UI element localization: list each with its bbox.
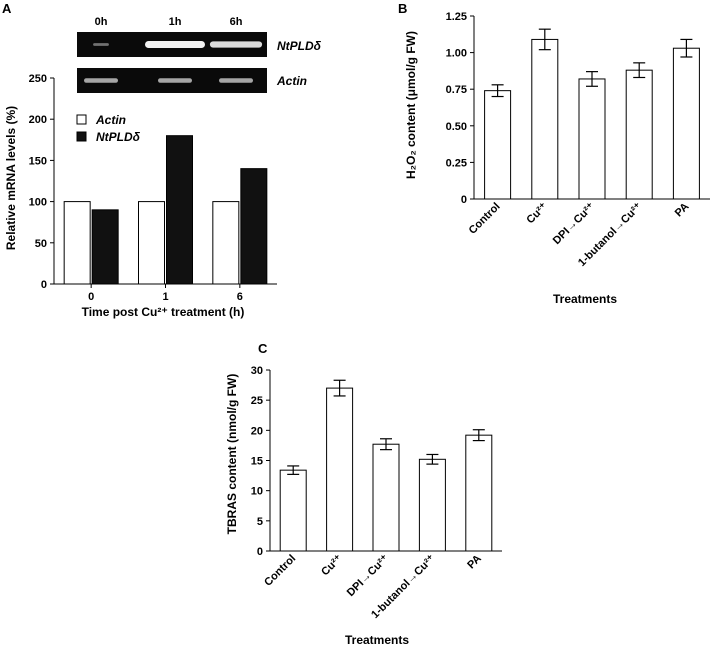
- chart-c-y-axis: 0 5 10 15 20 25 30: [251, 365, 271, 558]
- bar: [672, 47, 700, 200]
- y-tick-label: 10: [251, 486, 263, 498]
- bar-ntpld: [166, 135, 193, 285]
- gel-blot: 0h 1h 6h NtPLDδ Actin: [77, 16, 322, 93]
- bar-ntpld: [91, 209, 119, 285]
- chart-a-y-label: Relative mRNA levels (%): [4, 106, 18, 250]
- gel-lane-label: 0h: [95, 16, 108, 28]
- bar: [531, 38, 559, 200]
- chart-b-x-label: Treatments: [553, 292, 617, 306]
- y-tick-label: 0.25: [446, 157, 467, 169]
- chart-b-y-axis: 0 0.25 0.50 0.75 1.00 1.25: [446, 11, 475, 206]
- legend-label-actin: Actin: [95, 113, 126, 127]
- legend-swatch-ntpld: [76, 131, 87, 142]
- gel-band: [219, 78, 253, 83]
- x-tick-label: 1: [162, 291, 168, 303]
- gel-band: [158, 78, 192, 83]
- y-tick-label: 1.00: [446, 48, 467, 60]
- x-tick-label: Control: [262, 553, 298, 589]
- y-tick-label: 200: [29, 114, 47, 126]
- gel-row-label-actin: Actin: [276, 74, 307, 88]
- y-tick-label: 15: [251, 456, 263, 468]
- chart-b-x-axis: Control Cu²⁺ DPI→Cu²⁺1-butanol→Cu²⁺ PA: [467, 198, 710, 269]
- panel-letter-b: B: [398, 1, 407, 16]
- panel-letter-a: A: [2, 1, 12, 16]
- gel-band: [84, 78, 118, 83]
- gel-bands: [84, 41, 263, 83]
- bar-actin: [212, 201, 240, 285]
- y-tick-label: 30: [251, 365, 263, 377]
- chart-a-x-axis: 0 1 6: [54, 283, 277, 303]
- chart-a-x-label: Time post Cu²⁺ treatment (h): [82, 305, 245, 319]
- bar: [279, 469, 307, 552]
- x-tick-label: Control: [467, 201, 503, 237]
- chart-b-y-label: H₂O₂ content (μmol/g FW): [404, 31, 418, 179]
- chart-a-legend: Actin NtPLDδ: [76, 113, 141, 144]
- bar: [578, 78, 606, 200]
- x-tick-label: Cu²⁺: [319, 553, 345, 579]
- chart-b: 0 0.25 0.50 0.75 1.00 1.25 Control Cu²⁺ DPI→Cu²…: [404, 11, 710, 306]
- y-tick-label: 25: [251, 395, 263, 407]
- gel-lane-label: 1h: [169, 16, 182, 28]
- bar: [465, 434, 493, 552]
- bar: [418, 458, 446, 552]
- gel-band: [209, 41, 263, 48]
- y-tick-label: 0: [257, 546, 263, 558]
- gel-band: [93, 43, 109, 46]
- x-tick-label: PA: [673, 201, 692, 220]
- chart-c-bars: [279, 379, 493, 552]
- chart-c-y-label: TBRAS content (nmol/g FW): [225, 374, 239, 535]
- y-tick-label: 0: [41, 279, 47, 291]
- bar: [625, 69, 653, 200]
- legend-swatch-actin: [76, 114, 87, 125]
- y-tick-label: 0: [461, 194, 467, 206]
- x-tick-label: DPI→Cu²⁺: [551, 201, 597, 247]
- gel-row-label-nt: NtPLDδ: [277, 39, 322, 53]
- chart-a-y-axis: 0 50 100 150 200 250: [29, 73, 55, 291]
- bar-actin: [138, 201, 165, 285]
- bar-actin: [63, 201, 91, 285]
- chart-a-bars: [63, 135, 268, 285]
- x-tick-label: DPI→Cu²⁺: [345, 553, 391, 599]
- bar: [484, 90, 512, 200]
- bar: [372, 443, 400, 552]
- y-tick-label: 150: [29, 155, 47, 167]
- y-tick-label: 250: [29, 73, 47, 85]
- chart-c-x-axis: Control Cu²⁺ DPI→Cu²⁺1-butanol→Cu²⁺ PA: [262, 550, 502, 621]
- y-tick-label: 0.50: [446, 121, 467, 133]
- y-tick-label: 1.25: [446, 11, 467, 23]
- y-tick-label: 0.75: [446, 84, 467, 96]
- chart-b-bars: [484, 28, 700, 200]
- y-tick-label: 50: [35, 238, 47, 250]
- x-tick-label: 0: [88, 291, 94, 303]
- x-tick-label: Cu²⁺: [524, 201, 550, 227]
- x-tick-label: 6: [237, 291, 243, 303]
- legend-label-ntpld: NtPLDδ: [96, 130, 141, 144]
- x-tick-label: PA: [465, 553, 484, 572]
- y-tick-label: 20: [251, 425, 263, 437]
- gel-lane-label: 6h: [230, 16, 243, 28]
- y-tick-label: 100: [29, 197, 47, 209]
- bar: [326, 387, 354, 552]
- chart-a: 0 50 100 150 200 250 0 1 6 Actin NtPLDδ Time po…: [4, 73, 277, 319]
- chart-c-x-label: Treatments: [345, 633, 409, 647]
- y-tick-label: 5: [257, 516, 263, 528]
- gel-band: [145, 41, 205, 48]
- panel-letter-c: C: [258, 341, 268, 356]
- bar-ntpld: [240, 168, 268, 285]
